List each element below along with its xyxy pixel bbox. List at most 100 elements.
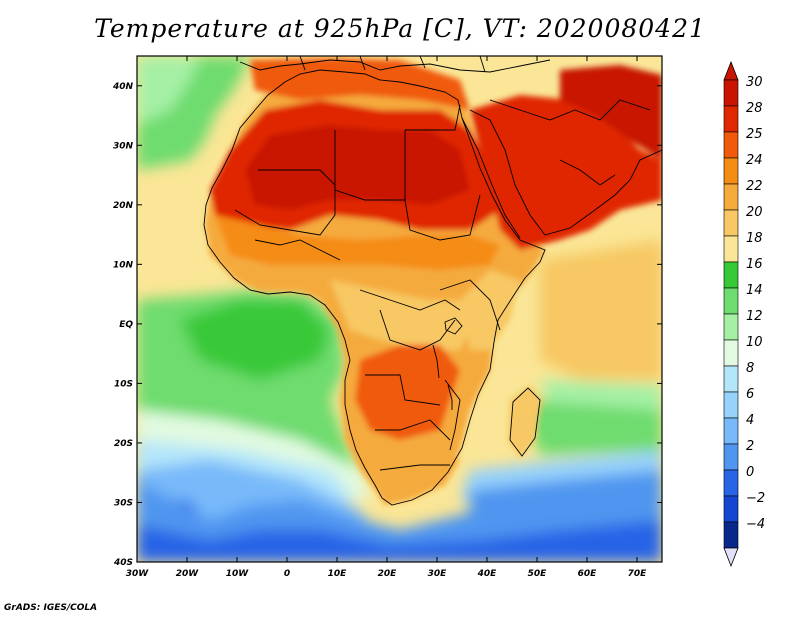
colorbar-label: 30: [746, 75, 763, 90]
lat-tick-label: 10S: [114, 379, 133, 389]
lon-tick-label: 30E: [428, 569, 448, 579]
field-indian-ocean-warm: [540, 240, 662, 380]
chart-title: Temperature at 925hPa [C], VT: 202008042…: [94, 14, 706, 43]
lon-axis-labels: 30W 20W 10W 0 10E 20E 30E 40E 50E 60E 70E: [126, 569, 647, 579]
lat-tick-label: 20S: [114, 439, 133, 449]
lat-tick-label: 30S: [114, 498, 133, 508]
colorbar-swatch: [723, 417, 739, 445]
red-sea-coast: [461, 117, 521, 239]
field-persia-hot: [560, 65, 662, 160]
colorbar-label: −4: [746, 517, 765, 532]
border-southern: [375, 419, 451, 441]
lon-tick-label: 0: [284, 569, 290, 579]
colorbar-label: 28: [746, 101, 763, 116]
border-sahara-central: [334, 130, 406, 201]
lon-tick-label: 10E: [328, 569, 348, 579]
colorbar-swatch: [723, 105, 739, 133]
plot-frame: [136, 55, 663, 563]
colorbar-swatch: [723, 469, 739, 497]
colorbar-label: 14: [746, 283, 763, 298]
colorbar-swatch: [723, 131, 739, 159]
field-gulf-guinea-dark-green: [180, 300, 330, 380]
lon-tick-label: 10W: [226, 569, 250, 579]
field-south-africa-mild: [360, 440, 460, 500]
colorbar-swatch: [723, 261, 739, 289]
arabia-coast: [469, 109, 662, 236]
colorbar-swatch: [723, 235, 739, 263]
colorbar-label: 10: [746, 335, 763, 350]
field-indian-ocean-deep: [470, 470, 662, 525]
colorbar-swatch: [723, 521, 739, 549]
middle-east-borders: [489, 99, 651, 121]
field-southern-ocean-blue: [137, 500, 662, 562]
colorbar-swatch: [723, 209, 739, 237]
lat-tick-label: 30N: [113, 141, 134, 151]
border-sahel: [234, 209, 336, 236]
colorbar-bottom-arrow: [723, 547, 739, 568]
border-sahara-west: [258, 169, 336, 215]
border-south-africa: [379, 464, 450, 471]
colorbar-label: 22: [746, 179, 763, 194]
lat-tick-label: EQ: [119, 320, 133, 330]
field-east-africa-mild: [460, 270, 520, 350]
colorbar-swatch: [723, 495, 739, 523]
field-indian-ocean-green: [520, 400, 662, 455]
field-arabia-hot: [470, 95, 662, 250]
field-sahara-core: [245, 125, 470, 210]
europe-coast: [239, 59, 551, 73]
colorbar-label: 0: [746, 465, 754, 480]
lon-tick-label: 70E: [628, 569, 648, 579]
lon-tick-label: 40E: [477, 569, 498, 579]
colorbar-swatch: [723, 365, 739, 393]
field-angola-hot: [355, 345, 460, 440]
field-central-africa-cool: [330, 280, 470, 350]
lon-tick-label: 20E: [378, 569, 398, 579]
colorbar-label: 6: [746, 387, 754, 402]
lake-tanganyika: [432, 344, 440, 379]
colorbar-label: 4: [746, 413, 754, 428]
lon-tick-label: 20W: [176, 569, 200, 579]
field-mediterranean-warm: [250, 58, 470, 110]
lon-tick-label: 30W: [126, 569, 150, 579]
colorbar-swatch: [723, 391, 739, 419]
coastlines-and-borders: [203, 56, 662, 506]
border-angola: [365, 374, 441, 406]
europe-borders: [299, 56, 486, 73]
lake-malawi: [447, 384, 453, 410]
lat-tick-label: 20N: [113, 201, 134, 211]
colorbar-label: 24: [746, 153, 763, 168]
colorbar-swatch: [723, 339, 739, 367]
colorbar-swatch: [723, 443, 739, 471]
lat-tick-label: 40N: [112, 82, 134, 92]
colorbar-label: 20: [746, 205, 763, 220]
colorbar-swatch: [723, 287, 739, 315]
border-drc: [379, 309, 456, 351]
field-sahel-warm: [215, 215, 500, 270]
lat-tick-label: 40S: [113, 558, 133, 568]
colorbar-label: 18: [746, 231, 763, 246]
colorbar-label: 2: [746, 439, 754, 454]
border-east-africa: [439, 279, 501, 331]
madagascar-coast: [509, 387, 541, 457]
lat-axis-labels: 40N 30N 20N 10N EQ 10S 20S 30S 40S: [112, 82, 134, 568]
border-congo: [359, 289, 461, 311]
colorbar-swatch: [723, 79, 739, 107]
lon-tick-label: 50E: [528, 569, 548, 579]
colorbar-label: 16: [746, 257, 763, 272]
border-egypt: [405, 104, 461, 131]
colorbar-label: 8: [746, 361, 754, 376]
field-southern-ocean-mid: [137, 480, 662, 545]
grads-credit: GrADS: IGES/COLA: [4, 603, 98, 613]
border-mozambique: [444, 379, 461, 451]
field-atlantic-lightgreen: [137, 56, 200, 125]
temperature-field: [137, 56, 662, 562]
border-sudan: [404, 194, 481, 241]
lat-tick-label: 10N: [113, 260, 134, 270]
colorbar-swatch: [723, 313, 739, 341]
colorbar-label: 12: [746, 309, 763, 324]
colorbar-top-arrow: [723, 60, 739, 81]
colorbar-label: −2: [746, 491, 765, 506]
axis-ticks: [136, 56, 662, 563]
lon-tick-label: 60E: [578, 569, 598, 579]
